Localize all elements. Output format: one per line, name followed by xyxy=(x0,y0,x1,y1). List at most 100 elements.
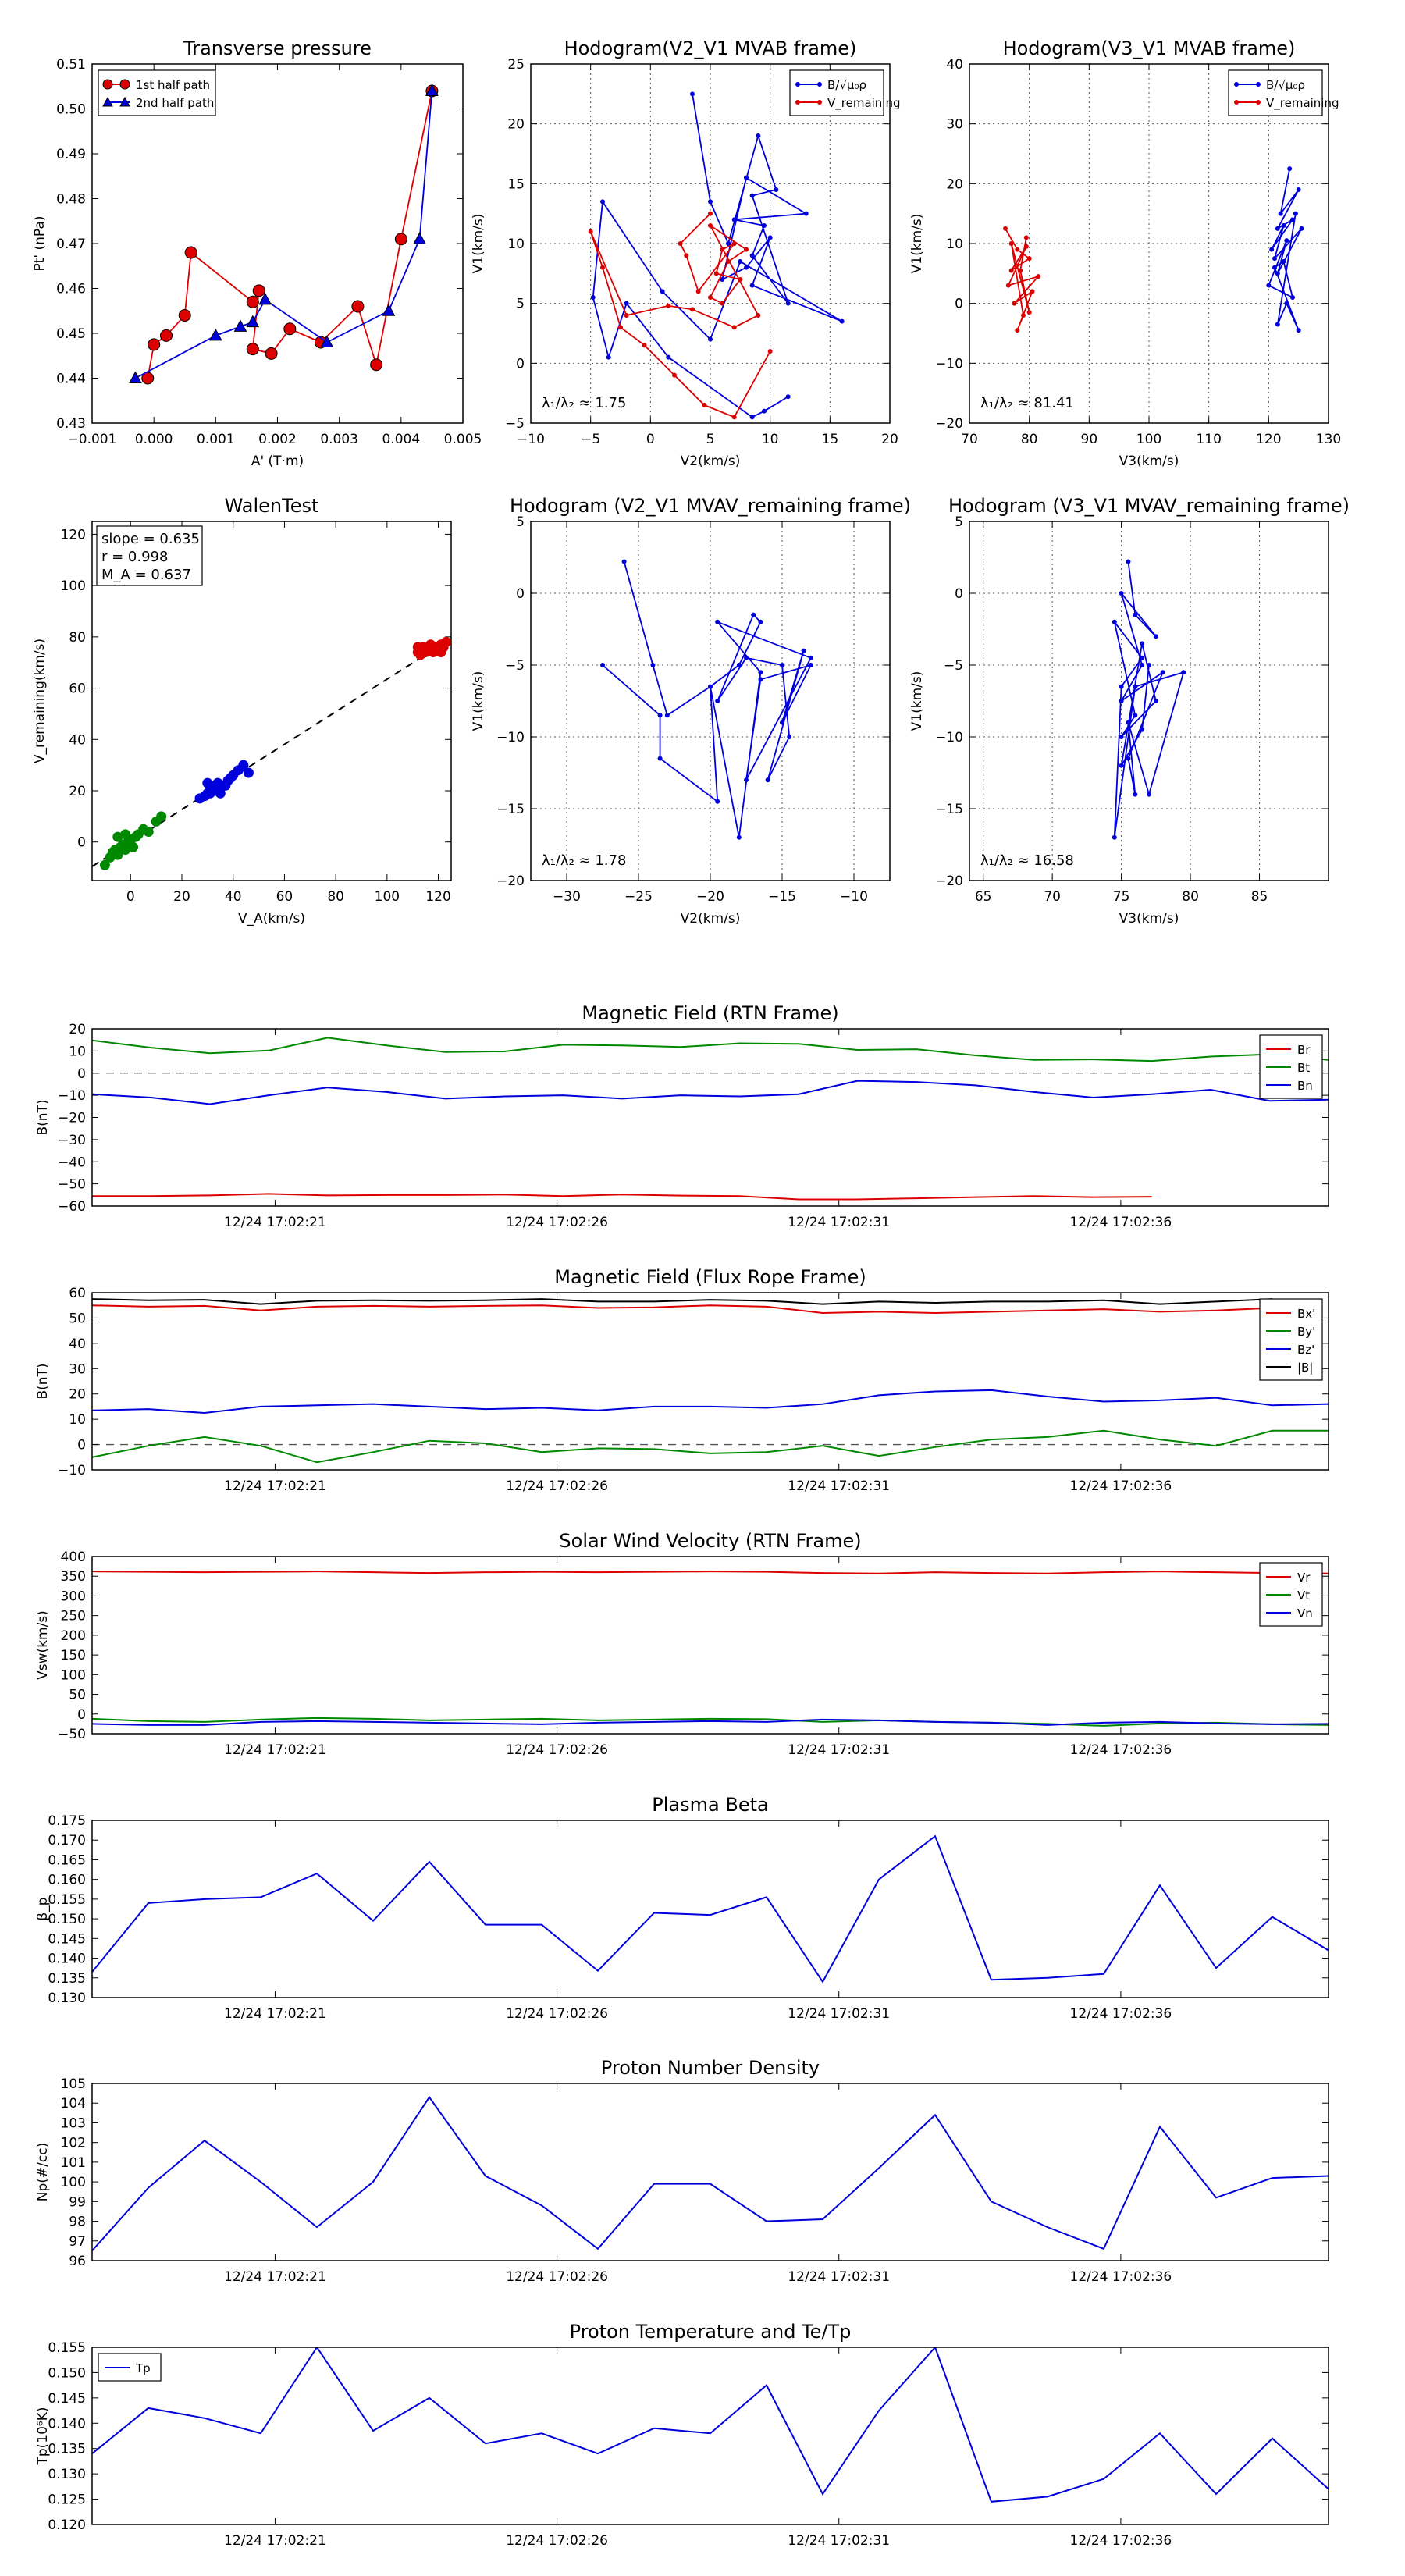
solar-wind-velocity-series-vn-line xyxy=(92,1718,1329,1726)
walen-test-xtick-label: 100 xyxy=(375,889,400,905)
hodogram-v3-v1-mvab-series-b--point xyxy=(1296,187,1301,192)
hodogram-v2-v1-mvab-series-b--point xyxy=(762,223,767,228)
magnetic-field-flux-rope-legend--b--label: |B| xyxy=(1297,1361,1313,1375)
transverse-pressure-ytick-label: 0.45 xyxy=(56,326,86,342)
plasma-beta-plot-area xyxy=(92,1834,1329,1984)
hodogram-v3-v1-mvav-series-hodogram-point xyxy=(1147,792,1151,797)
plasma-beta-title: Plasma Beta xyxy=(652,1794,768,1816)
hodogram-v2-v1-mvab-xtick-label: −10 xyxy=(517,432,545,447)
hodogram-v2-v1-mvav-series-hodogram-point xyxy=(808,663,813,667)
proton-temperature-series-tp-line xyxy=(92,2347,1329,2503)
hodogram-v2-v1-mvav-series-hodogram-point xyxy=(744,777,749,783)
hodogram-v2-v1-mvav-series-hodogram-point xyxy=(758,619,763,624)
plasma-beta-ytick-label: 0.170 xyxy=(48,1833,86,1848)
hodogram-v2-v1-mvav-series-hodogram-point xyxy=(758,677,763,682)
hodogram-v3-v1-mvav-title: Hodogram (V3_V1 MVAV_remaining frame) xyxy=(948,495,1350,517)
hodogram-v3-v1-mvab-xtick-label: 130 xyxy=(1316,432,1341,447)
hodogram-v3-v1-mvab-series-b--point xyxy=(1290,217,1295,222)
proton-number-density-ytick-label: 104 xyxy=(61,2096,86,2112)
proton-number-density-chart: Proton Number Density 96 97 98 99 100 101 102 10… xyxy=(35,2057,1329,2285)
hodogram-v2-v1-mvab-series-v-remaining-point xyxy=(720,247,725,252)
transverse-pressure-series-2nd-half-path-point xyxy=(425,84,439,96)
hodogram-v3-v1-mvav-series-hodogram-point xyxy=(1140,655,1145,660)
hodogram-v2-v1-mvab-series-v-remaining-point xyxy=(720,301,725,306)
hodogram-v2-v1-mvav-series-hodogram-point xyxy=(736,834,742,840)
hodogram-v3-v1-mvab-ytick-label: 20 xyxy=(946,176,963,192)
proton-number-density-ytick-label: 99 xyxy=(69,2194,86,2210)
solar-wind-velocity-legend-vr-label: Vr xyxy=(1297,1571,1311,1585)
hodogram-v2-v1-mvab-xtick-label: 0 xyxy=(646,432,655,447)
hodogram-v3-v1-mvav-series-hodogram-point xyxy=(1140,641,1145,646)
proton-temperature-ytick-label: 0.130 xyxy=(48,2467,86,2482)
hodogram-v2-v1-mvav-series-hodogram-point xyxy=(787,735,792,739)
hodogram-v3-v1-mvab-legend-v-remaining-marker xyxy=(1234,100,1239,105)
walen-test-series-component-2-point xyxy=(220,780,231,791)
transverse-pressure-xtick-label: 0.001 xyxy=(197,432,235,447)
hodogram-v2-v1-mvab-series-v-remaining-point xyxy=(600,265,605,270)
hodogram-v2-v1-mvab-series-b--point xyxy=(690,91,695,97)
magnetic-field-flux-rope-ytick-label: 0 xyxy=(77,1438,86,1453)
hodogram-v2-v1-mvab-ytick-label: 25 xyxy=(507,57,525,73)
hodogram-v3-v1-mvab-series-v-remaining-point xyxy=(1008,241,1014,246)
hodogram-v2-v1-mvab-annotation: λ₁/λ₂ ≈ 1.75 xyxy=(542,395,626,411)
proton-temperature-xtick-label: 12/24 17:02:26 xyxy=(506,2533,608,2549)
hodogram-v3-v1-mvav-xtick-label: 65 xyxy=(975,889,992,905)
transverse-pressure-xtick-label: −0.001 xyxy=(68,432,117,447)
hodogram-v2-v1-mvav-series-hodogram-point xyxy=(751,612,756,617)
transverse-pressure-legend-1st-half-path-label: 1st half path xyxy=(136,78,210,92)
hodogram-v2-v1-mvab-series-b--point xyxy=(660,289,665,294)
proton-temperature-plot-area xyxy=(92,2347,1329,2503)
transverse-pressure-xtick-label: 0.003 xyxy=(320,432,358,447)
hodogram-v3-v1-mvab-series-b--point xyxy=(1272,256,1277,262)
hodogram-v3-v1-mvab-xtick-label: 70 xyxy=(961,432,978,447)
hodogram-v3-v1-mvab-series-b--point xyxy=(1281,259,1286,264)
transverse-pressure-series-1st-half-path-point xyxy=(351,300,365,313)
walen-test-series-component-3-point xyxy=(143,827,154,838)
transverse-pressure-legend-2nd-half-path-marker xyxy=(102,96,113,107)
walen-test-xtick-label: 60 xyxy=(276,889,293,905)
magnetic-field-flux-rope-xtick-label: 12/24 17:02:36 xyxy=(1070,1478,1172,1494)
hodogram-v3-v1-mvav-xlabel: V3(km/s) xyxy=(1119,911,1179,927)
solar-wind-velocity-series-vt-line xyxy=(92,1717,1329,1727)
hodogram-v3-v1-mvab-series-b--point xyxy=(1296,328,1301,333)
magnetic-field-flux-rope-ytick-label: 50 xyxy=(69,1311,86,1326)
solar-wind-velocity-ytick-label: 150 xyxy=(61,1648,86,1663)
magnetic-field-flux-rope-ytick-label: 20 xyxy=(69,1387,86,1403)
proton-temperature-chart: Proton Temperature and Te/Tp 0.120 0.125 0.… xyxy=(35,2321,1329,2549)
hodogram-v3-v1-mvav-series-hodogram-point xyxy=(1133,684,1138,689)
plasma-beta-ytick-label: 0.150 xyxy=(48,1912,86,1927)
hodogram-v2-v1-mvab-series-b--point xyxy=(731,217,737,222)
walen-test-series-component-2-point xyxy=(225,773,236,784)
proton-number-density-plot-area xyxy=(92,2095,1329,2252)
hodogram-v3-v1-mvav-series-hodogram-point xyxy=(1153,699,1158,703)
hodogram-v3-v1-mvab-series-v-remaining-point xyxy=(1036,274,1041,279)
hodogram-v2-v1-mvab-series-v-remaining-point xyxy=(708,211,713,216)
hodogram-v2-v1-mvab-legend-v-remaining-label: V_remaining xyxy=(827,96,901,111)
walen-test-series-component-3-point xyxy=(99,859,110,870)
solar-wind-velocity-title: Solar Wind Velocity (RTN Frame) xyxy=(559,1530,861,1552)
hodogram-v3-v1-mvab-series-b--point xyxy=(1284,301,1289,306)
solar-wind-velocity-ytick-label: 100 xyxy=(61,1667,86,1683)
hodogram-v3-v1-mvav-ytick-label: 0 xyxy=(955,586,963,602)
hodogram-v3-v1-mvab-ytick-label: 40 xyxy=(946,57,963,73)
magnetic-field-flux-rope-xtick-label: 12/24 17:02:31 xyxy=(788,1478,890,1494)
transverse-pressure-series-1st-half-path-point xyxy=(246,295,259,308)
walen-test-series-component-1-point xyxy=(412,642,423,653)
hodogram-v3-v1-mvav-ylabel: V1(km/s) xyxy=(909,671,925,731)
proton-number-density-title: Proton Number Density xyxy=(601,2057,820,2079)
hodogram-v3-v1-mvab-annotation: λ₁/λ₂ ≈ 81.41 xyxy=(980,395,1074,411)
hodogram-v3-v1-mvab-series-b--point xyxy=(1269,247,1275,252)
magnetic-field-rtn-ytick-label: 10 xyxy=(69,1044,86,1059)
hodogram-v2-v1-mvab-ylabel: V1(km/s) xyxy=(471,214,486,274)
walen-test-series-component-1-point xyxy=(425,639,436,650)
hodogram-v2-v1-mvab-xtick-label: 5 xyxy=(706,432,715,447)
hodogram-v2-v1-mvab-series-v-remaining-point xyxy=(618,325,623,330)
magnetic-field-rtn-legend-bt-label: Bt xyxy=(1297,1061,1310,1075)
hodogram-v2-v1-mvab-series-v-remaining-point xyxy=(744,247,749,252)
hodogram-v2-v1-mvab-series-b--point xyxy=(774,187,779,192)
hodogram-v2-v1-mvab-series-b--point xyxy=(749,415,755,420)
transverse-pressure-series-2nd-half-path-point xyxy=(233,319,247,332)
transverse-pressure-ytick-label: 0.43 xyxy=(56,416,86,432)
transverse-pressure-xtick-label: 0.000 xyxy=(135,432,173,447)
magnetic-field-rtn-frame xyxy=(91,1028,1329,1207)
